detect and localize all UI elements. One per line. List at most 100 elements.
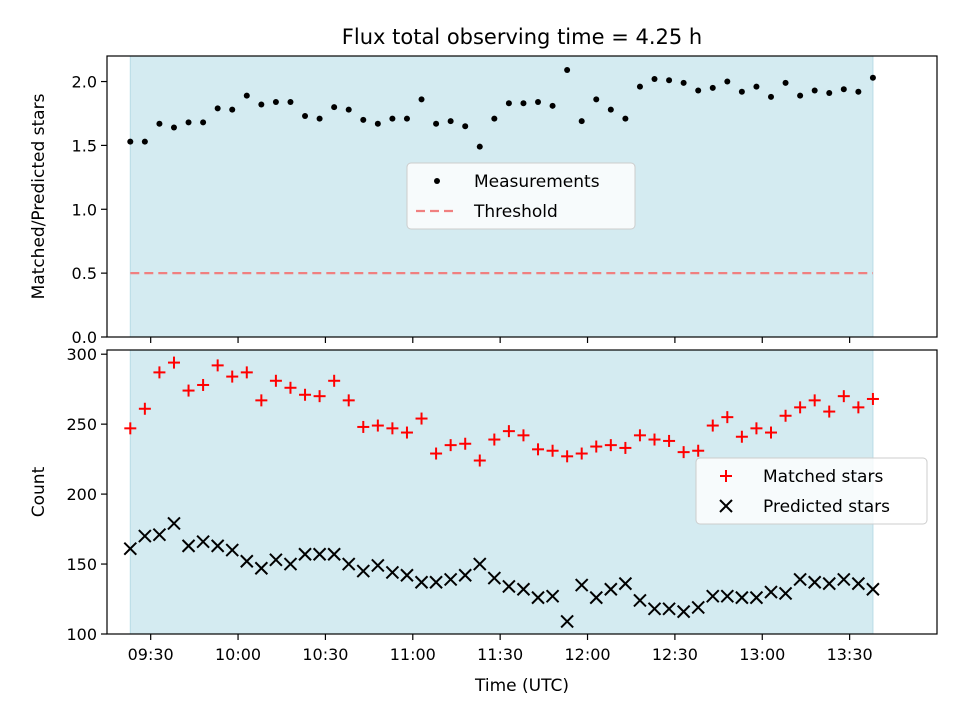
measurement-point bbox=[345, 106, 352, 113]
matched-star-point bbox=[386, 422, 399, 435]
predicted-star-point bbox=[210, 539, 225, 553]
predicted-star-point bbox=[560, 614, 574, 629]
x-tick-label: 13:00 bbox=[739, 645, 785, 664]
x-tick-label: 13:30 bbox=[827, 645, 873, 664]
matched-star-point bbox=[284, 381, 297, 394]
measurement-point bbox=[403, 115, 410, 122]
predicted-star-point bbox=[822, 576, 836, 591]
x-tick-label: 11:30 bbox=[477, 645, 523, 664]
predicted-star-point bbox=[400, 568, 414, 582]
predicted-star-point bbox=[531, 590, 545, 605]
measurement-point bbox=[258, 101, 265, 108]
predicted-star-point bbox=[371, 558, 385, 573]
matched-star-point bbox=[663, 434, 676, 447]
measurement-point bbox=[374, 120, 381, 127]
measurement-point bbox=[156, 120, 163, 127]
matched-star-point bbox=[488, 433, 501, 446]
measurement-point bbox=[782, 79, 789, 86]
measurement-point bbox=[316, 115, 323, 122]
predicted-star-point bbox=[662, 602, 676, 616]
matched-star-point bbox=[371, 419, 384, 432]
x-tick-label: 12:30 bbox=[652, 645, 698, 664]
top-panel: 0.00.51.01.52.0 Matched/Predicted stars … bbox=[29, 55, 938, 347]
predicted-star-point bbox=[676, 604, 691, 619]
bottom-axes-frame bbox=[106, 349, 938, 635]
predicted-star-point bbox=[167, 516, 181, 531]
measurement-point bbox=[607, 106, 614, 113]
matched-star-point bbox=[619, 441, 632, 454]
measurement-point bbox=[738, 88, 745, 95]
measurement-point bbox=[200, 119, 207, 126]
matched-star-point bbox=[138, 402, 151, 415]
predicted-star-point bbox=[574, 578, 589, 592]
bottom-panel: 100 150 200 250 300 09:30 10:00 10:30 11:00 11:3… bbox=[29, 345, 938, 696]
legend-label: Predicted stars bbox=[763, 497, 890, 517]
predicted-star-point bbox=[254, 561, 269, 575]
matched-star-point bbox=[517, 429, 530, 442]
legend-matched-marker bbox=[720, 470, 732, 482]
predicted-star-point bbox=[429, 575, 443, 589]
legend-box bbox=[695, 457, 928, 525]
matched-star-point bbox=[794, 401, 807, 414]
predicted-star-point bbox=[618, 576, 633, 591]
predicted-star-point bbox=[487, 571, 502, 585]
measurement-point bbox=[564, 67, 571, 74]
matched-star-point bbox=[823, 405, 836, 418]
measurement-point bbox=[680, 79, 687, 86]
predicted-star-point bbox=[545, 589, 560, 603]
x-tick-label: 10:30 bbox=[302, 645, 348, 664]
x-tick-label: 09:30 bbox=[128, 645, 174, 664]
matched-star-point bbox=[124, 422, 137, 435]
measurement-point bbox=[840, 86, 847, 93]
matched-star-point bbox=[299, 388, 312, 401]
measurement-point bbox=[287, 98, 294, 105]
measurement-point bbox=[214, 105, 221, 112]
matched-star-point bbox=[357, 420, 370, 433]
predicted-star-point bbox=[866, 582, 880, 596]
top-x-tick-marks bbox=[150, 337, 851, 343]
matched-star-point bbox=[211, 359, 224, 372]
x-axis-label: Time (UTC) bbox=[474, 676, 569, 696]
measurement-point bbox=[127, 138, 134, 145]
measurement-point bbox=[243, 92, 250, 99]
legend-label: Measurements bbox=[474, 172, 600, 192]
measurement-point bbox=[520, 100, 527, 107]
matched-star-point bbox=[648, 433, 661, 446]
measurement-point bbox=[724, 78, 731, 85]
measurement-point bbox=[695, 87, 702, 94]
legend-measurement-marker bbox=[434, 178, 440, 184]
matched-star-point bbox=[750, 422, 763, 435]
matched-star-point bbox=[590, 440, 603, 453]
predicted-star-point bbox=[196, 534, 210, 549]
predicted-star-point bbox=[473, 557, 487, 571]
predicted-star-point bbox=[312, 547, 327, 561]
measurement-point bbox=[753, 83, 760, 90]
predicted-star-point bbox=[138, 529, 152, 543]
top-axes-frame bbox=[106, 55, 938, 338]
matched-star-point bbox=[269, 374, 282, 387]
matched-star-point bbox=[808, 394, 821, 407]
matched-star-point bbox=[313, 390, 326, 403]
matched-star-point bbox=[765, 426, 777, 439]
top-y-ticks: 0.0 0.5 1.0 1.5 2.0 bbox=[72, 73, 107, 347]
predicted-star-point bbox=[225, 543, 239, 557]
predicted-star-point bbox=[837, 572, 851, 587]
matched-star-point bbox=[197, 378, 210, 391]
predicted-star-point bbox=[793, 572, 807, 587]
measurement-point bbox=[651, 75, 658, 82]
measurement-point bbox=[869, 74, 876, 81]
y-tick-label: 1.5 bbox=[72, 136, 97, 155]
measurement-point bbox=[360, 116, 367, 123]
y-tick-label: 100 bbox=[66, 625, 97, 644]
matched-star-point bbox=[532, 443, 545, 456]
x-tick-label: 12:00 bbox=[564, 645, 610, 664]
matched-star-point bbox=[837, 390, 850, 403]
matched-star-point bbox=[459, 437, 472, 450]
predicted-star-point bbox=[269, 553, 283, 567]
measurement-point bbox=[141, 138, 148, 145]
predicted-star-point bbox=[342, 557, 356, 571]
matched-star-point bbox=[240, 366, 253, 379]
measurement-point bbox=[535, 98, 542, 105]
measurement-point bbox=[709, 84, 716, 91]
